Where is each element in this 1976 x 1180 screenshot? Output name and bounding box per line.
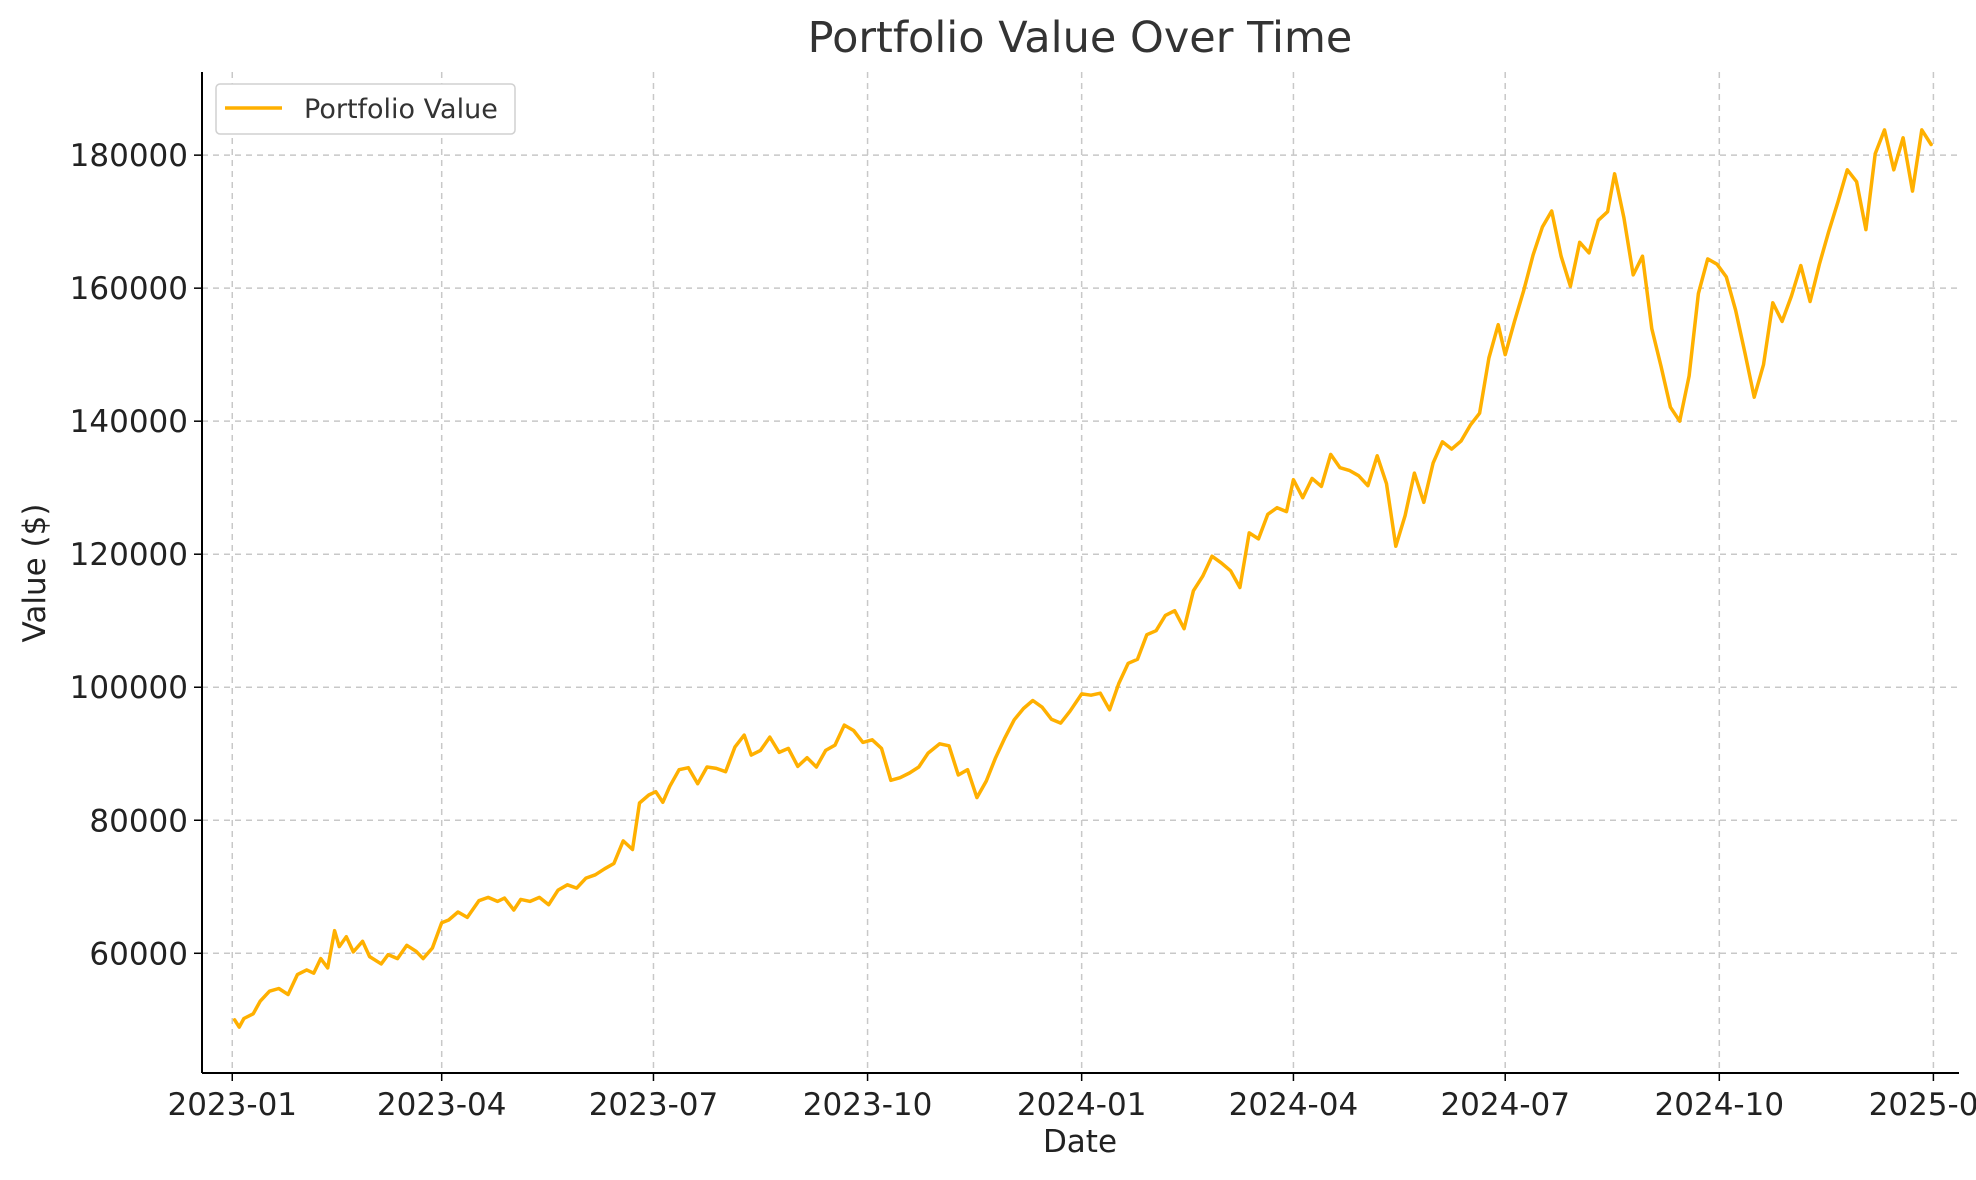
y-tick-label: 60000 xyxy=(89,936,188,972)
y-tick-label: 120000 xyxy=(70,537,188,573)
series-layer xyxy=(232,128,1933,1029)
legend-label: Portfolio Value xyxy=(304,94,498,125)
y-tick-label: 80000 xyxy=(89,803,188,839)
chart-title: Portfolio Value Over Time xyxy=(808,13,1353,63)
x-tick-label: 2023-07 xyxy=(589,1087,719,1123)
y-tick-label: 160000 xyxy=(70,271,188,307)
x-tick-label: 2023-10 xyxy=(803,1087,933,1123)
legend: Portfolio Value xyxy=(215,83,516,135)
legend-box xyxy=(215,83,516,135)
x-tick-label: 2024-07 xyxy=(1440,1087,1570,1123)
y-tick-label: 100000 xyxy=(70,670,188,706)
ticks: 2023-01 2023-04 2023-07 2023-10 2024-01 2024-… xyxy=(70,138,1976,1123)
y-tick-label: 180000 xyxy=(70,138,188,174)
series-line-portfolio-value xyxy=(232,128,1933,1029)
x-tick-label: 2024-04 xyxy=(1229,1087,1359,1123)
axes xyxy=(201,72,1959,1074)
x-tick-label: 2023-04 xyxy=(377,1087,507,1123)
grid xyxy=(202,72,1959,1073)
x-tick-label: 2023-01 xyxy=(167,1087,297,1123)
x-tick-label: 2024-01 xyxy=(1017,1087,1147,1123)
y-tick-label: 140000 xyxy=(70,404,188,440)
y-axis-label: Value ($) xyxy=(17,504,53,643)
x-axis-label: Date xyxy=(1043,1124,1117,1160)
x-tick-label: 2024-10 xyxy=(1655,1087,1785,1123)
x-tick-label: 2025-01 xyxy=(1869,1087,1976,1123)
